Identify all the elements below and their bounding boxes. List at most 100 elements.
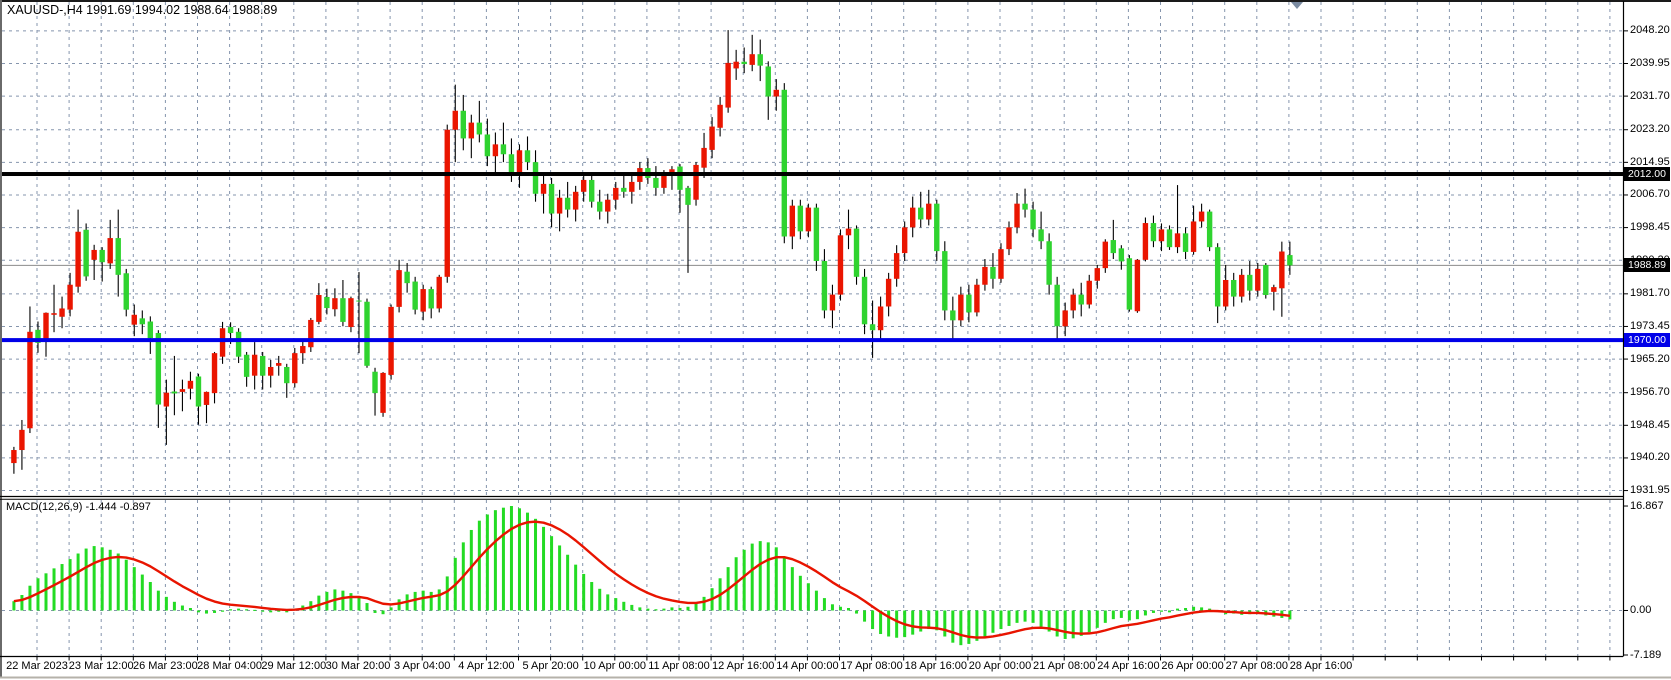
candle-body [1094,268,1100,281]
time-axis-label: 10 Apr 00:00 [583,660,646,672]
candle-body [837,235,844,295]
macd-histogram-bar [132,567,136,611]
macd-histogram-bar [1200,607,1204,611]
macd-histogram-bar [766,542,770,611]
price-tick-label: 1956.70 [1630,386,1670,399]
macd-histogram-bar [317,595,321,611]
candle-body [901,227,908,254]
macd-histogram-bar [485,514,489,611]
candle-body [187,380,194,389]
candle-body [1271,287,1277,292]
time-axis-label: 20 Apr 00:00 [968,660,1032,672]
time-axis-label: 21 Apr 08:00 [1032,660,1096,672]
candle-body [1190,221,1197,252]
macd-histogram-bar [895,610,899,638]
macd-histogram-bar [44,573,48,611]
candle-body [428,289,434,309]
candle-body [123,273,129,310]
macd-histogram-bar [213,610,217,613]
hline-2012.00[interactable] [2,172,1623,177]
macd-histogram-bar [590,581,594,611]
candle-body [966,294,972,313]
macd-histogram-bar [245,609,249,611]
candle-body [1231,279,1237,297]
candle-body [139,318,145,325]
candle-body [75,231,81,287]
macd-histogram-bar [1023,610,1027,622]
macd-histogram-bar [493,510,497,611]
candle-body [348,298,354,328]
candle-body [316,295,322,322]
macd-histogram-bar [919,610,923,632]
macd-histogram-bar [509,506,513,611]
macd-histogram-bar [469,529,473,611]
candle-body [460,110,466,139]
candle-body [372,371,378,394]
candle-body [958,294,964,321]
macd-histogram-bar [654,609,658,611]
shift-marker-triangle[interactable] [1291,2,1303,9]
candle-body [853,228,860,277]
candle-body [43,312,49,340]
macd-histogram-bar [774,547,778,611]
candle-body [685,187,691,205]
candle-body [99,249,105,263]
candle-body [51,313,57,315]
candle-body [476,122,483,135]
candle-body [1222,279,1229,307]
macd-histogram-bar [148,581,152,611]
candle-body [332,298,338,310]
candle-body [115,238,121,275]
candle-body [821,261,828,311]
candle-body [934,203,940,252]
macd-histogram-bar [534,518,538,611]
hline-1970.00[interactable] [2,338,1623,343]
candle-body [1022,203,1028,210]
macd-histogram-bar [517,508,521,611]
candle-body [789,205,796,237]
candle-body [572,191,579,210]
macd-tick-label: -7.189 [1630,648,1662,661]
candle-body [27,331,33,429]
candle-body [580,179,587,192]
candle-body [757,54,763,66]
candle-body [412,281,418,310]
macd-histogram-bar [566,554,570,611]
macd-histogram-bar [124,559,128,611]
candle-body [211,353,218,394]
candle-body [869,324,876,331]
candle-body [484,134,491,157]
time-axis-label: 11 Apr 08:00 [648,660,710,672]
candle-body [653,177,659,188]
candle-body [251,354,258,376]
candle-body [556,197,563,214]
macd-histogram-bar [253,609,257,611]
candle-body [1214,247,1221,307]
candle-body [356,300,362,302]
macd-histogram-bar [156,590,160,611]
macd-tick-label: 0.00 [1630,603,1652,616]
price-tick-label: 1965.20 [1630,352,1670,365]
macd-histogram-bar [694,603,698,611]
candle-body [709,126,715,150]
macd-histogram-bar [622,601,626,611]
candle-body [340,298,346,322]
macd-histogram-bar [437,589,441,611]
macd-histogram-bar [798,575,802,611]
candle-body [1239,274,1245,297]
price-tick-label: 2023.20 [1630,123,1670,136]
macd-histogram-bar [742,549,746,611]
candle-body [725,62,731,108]
candle-body [59,308,65,317]
candle-body [998,249,1004,279]
macd-histogram-bar [678,608,682,611]
macd-histogram-bar [229,609,233,611]
candle-body [324,296,330,309]
candle-body [1247,274,1253,291]
macd-histogram-bar [1063,610,1067,639]
macd-histogram-bar [237,608,241,611]
macd-histogram-bar [806,583,810,611]
time-axis-label: 23 Mar 12:00 [68,660,134,672]
